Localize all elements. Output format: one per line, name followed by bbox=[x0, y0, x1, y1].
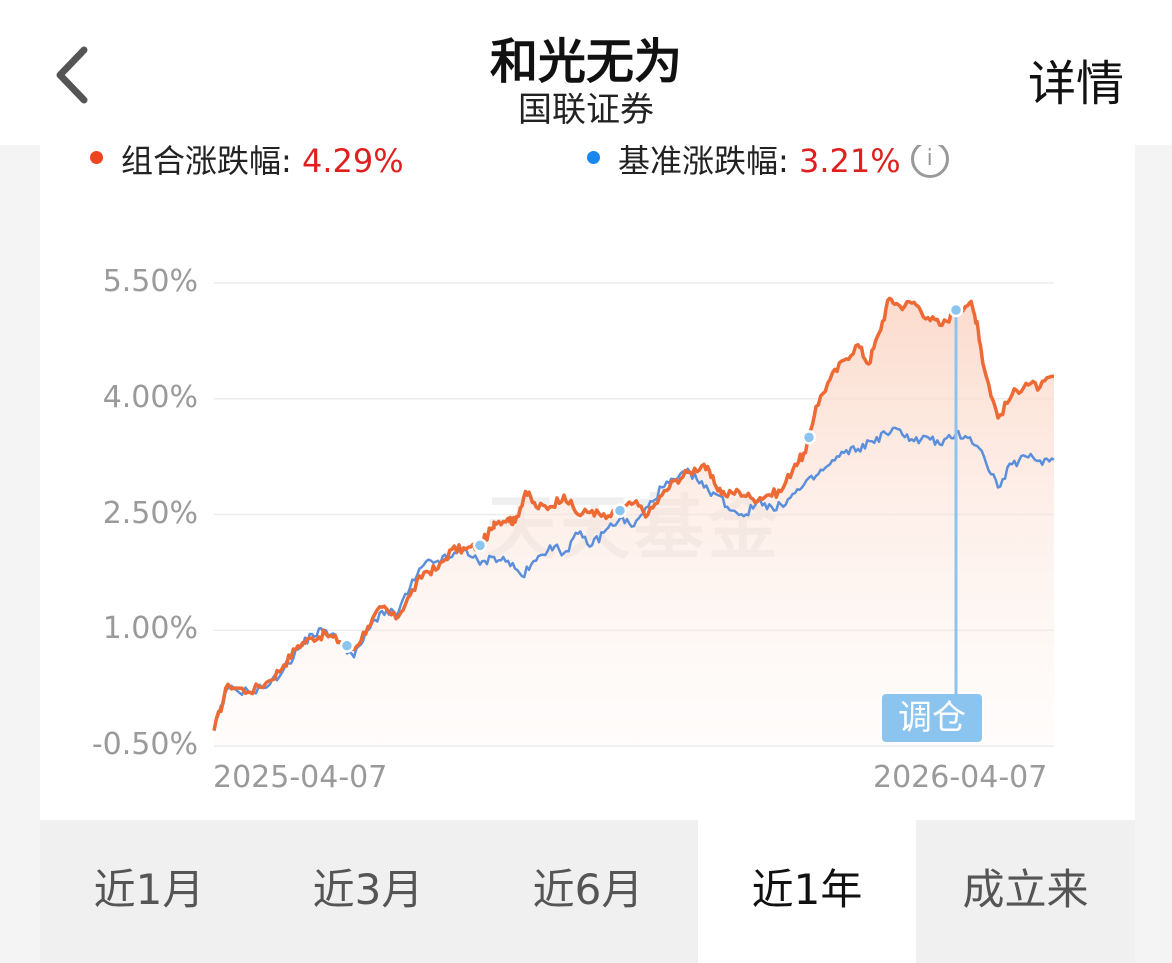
chevron-left-icon bbox=[56, 46, 88, 104]
page-title: 和光无为 bbox=[489, 34, 682, 90]
portfolio-value: 4.29% bbox=[301, 142, 404, 180]
back-button[interactable] bbox=[50, 40, 100, 110]
period-tabs: 近1月 近3月 近6月 近1年 成立来 bbox=[40, 820, 1135, 963]
tab-6m[interactable]: 近6月 bbox=[532, 865, 644, 914]
y-tick-label: 4.00% bbox=[102, 379, 198, 415]
rebalance-marker[interactable] bbox=[612, 503, 628, 518]
legend-benchmark: 基准涨跌幅: 3.21% i bbox=[587, 136, 949, 182]
tab-since-inception[interactable]: 成立来 bbox=[962, 865, 1089, 914]
rebalance-marker[interactable] bbox=[948, 302, 964, 318]
x-tick-start: 2025-04-07 bbox=[213, 760, 388, 795]
portfolio-line bbox=[212, 296, 1055, 731]
rebalance-marker[interactable] bbox=[472, 538, 488, 553]
portfolio-label: 组合涨跌幅: bbox=[121, 142, 292, 180]
rebalance-tag[interactable]: 调仓 bbox=[882, 694, 982, 742]
page-subtitle: 国联证券 bbox=[518, 90, 654, 130]
tab-1y[interactable]: 近1年 bbox=[698, 820, 916, 963]
rebalance-marker[interactable] bbox=[339, 638, 355, 653]
legend-portfolio: 组合涨跌幅: 4.29% bbox=[90, 136, 404, 182]
detail-button[interactable]: 详情 bbox=[1027, 56, 1124, 112]
performance-chart[interactable] bbox=[0, 0, 1172, 820]
portfolio-area bbox=[214, 298, 1054, 746]
portfolio-dot bbox=[90, 150, 103, 164]
legend: 组合涨跌幅: 4.29% 基准涨跌幅: 3.21% i bbox=[40, 130, 1135, 180]
tab-3m[interactable]: 近3月 bbox=[312, 865, 424, 914]
benchmark-dot bbox=[587, 150, 600, 164]
y-tick-label: 5.50% bbox=[102, 264, 198, 299]
benchmark-label: 基准涨跌幅: bbox=[618, 142, 789, 180]
y-tick-label: -0.50% bbox=[91, 727, 198, 762]
y-tick-label: 2.50% bbox=[102, 495, 198, 531]
benchmark-value: 3.21% bbox=[798, 142, 901, 180]
x-tick-end: 2026-04-07 bbox=[873, 760, 1048, 795]
top-bar: 和光无为 国联证券 详情 bbox=[0, 0, 1172, 145]
y-tick-label: 1.00% bbox=[102, 611, 198, 647]
tab-1m[interactable]: 近1月 bbox=[93, 865, 205, 914]
rebalance-marker[interactable] bbox=[801, 430, 817, 445]
